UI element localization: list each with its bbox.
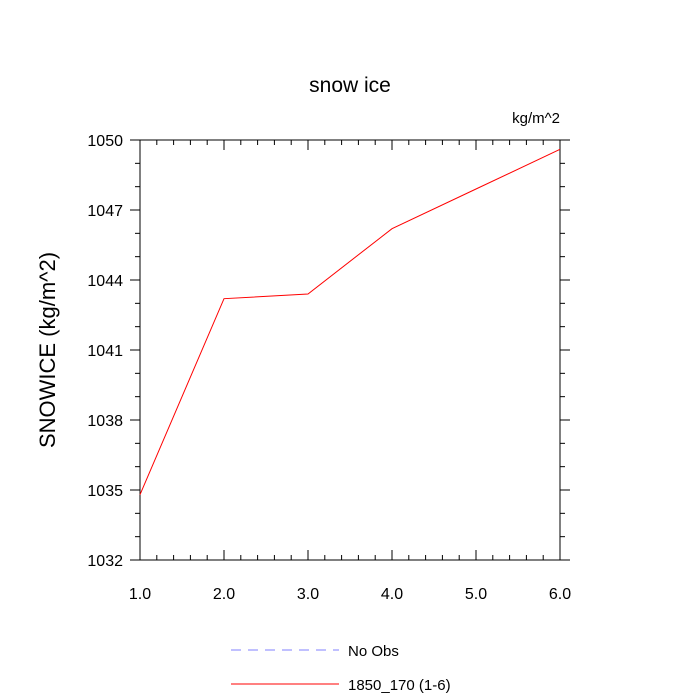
x-tick-label: 3.0 — [297, 586, 319, 603]
y-tick-label: 1035 — [87, 483, 123, 500]
series-layer — [139, 148, 561, 495]
plot-frame — [139, 139, 561, 561]
y-tick-label: 1041 — [87, 343, 123, 360]
y-tick-label: 1038 — [87, 413, 123, 430]
y-axis-label: SNOWICE (kg/m^2) — [35, 252, 60, 448]
y-tick-label: 1050 — [87, 133, 123, 150]
series-line-0 — [139, 148, 561, 495]
legend-label: 1850_170 (1-6) — [348, 677, 451, 694]
y-tick-label: 1044 — [87, 273, 123, 290]
y-tick-label: 1032 — [87, 553, 123, 570]
x-tick-label: 5.0 — [465, 586, 487, 603]
legend-label: No Obs — [348, 643, 399, 660]
x-tick-label: 1.0 — [129, 586, 151, 603]
axis-ticks — [130, 139, 570, 561]
units-label: kg/m^2 — [512, 110, 560, 127]
legend: No Obs 1850_170 (1-6) — [231, 643, 451, 694]
x-tick-label: 2.0 — [213, 586, 235, 603]
y-tick-label: 1047 — [87, 203, 123, 220]
chart-title: snow ice — [309, 74, 391, 97]
x-tick-label: 6.0 — [549, 586, 571, 603]
x-tick-label: 4.0 — [381, 586, 403, 603]
tick-labels: 1.0 2.0 3.0 4.0 5.0 6.0 1032 1035 1038 1041 1044 10… — [87, 133, 571, 603]
